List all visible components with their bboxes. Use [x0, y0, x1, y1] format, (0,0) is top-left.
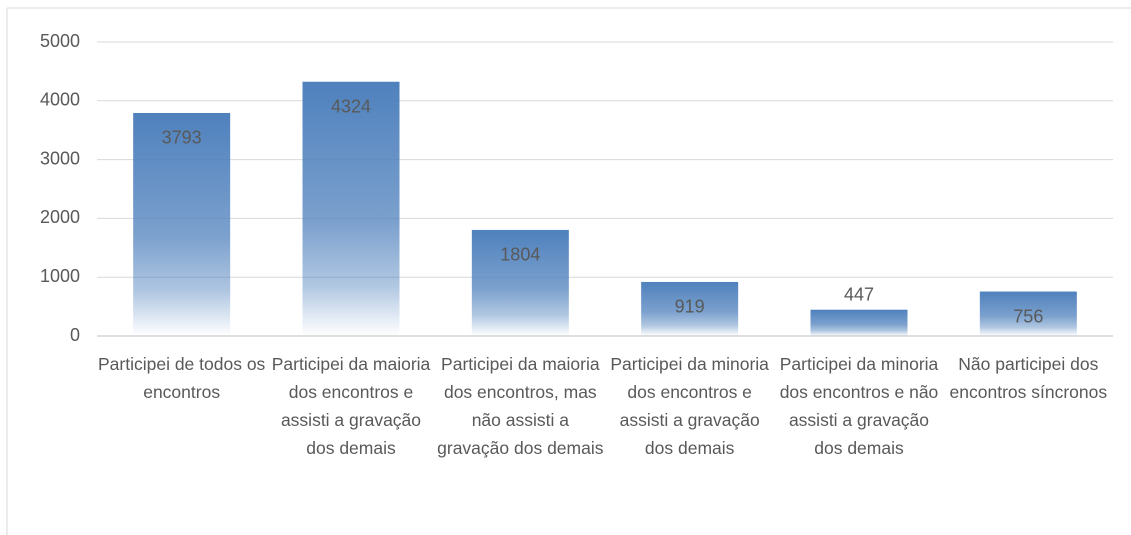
- data-label: 1804: [500, 245, 540, 265]
- bar: [133, 112, 231, 336]
- x-tick-label: Participei de todos os encontros: [97, 354, 266, 402]
- data-label: 4324: [331, 96, 371, 116]
- data-label: 919: [675, 297, 705, 317]
- bar: [302, 81, 400, 336]
- bar: [810, 309, 908, 336]
- bar: [979, 291, 1077, 336]
- data-label: 3793: [162, 128, 202, 148]
- bar: [641, 281, 739, 336]
- x-tick-label: Participei da maioria dos encontros e as…: [271, 354, 431, 458]
- x-tick-label: Participei da maioria dos encontros, mas…: [437, 354, 604, 458]
- y-tick-label: 3000: [40, 148, 80, 168]
- x-tick-label: Participei da minoria dos encontros e nã…: [779, 354, 939, 458]
- data-label: 447: [844, 284, 874, 304]
- y-tick-label: 0: [70, 325, 80, 345]
- y-tick-label: 4000: [40, 90, 80, 110]
- y-tick-label: 5000: [40, 31, 80, 51]
- x-tick-label: Não participei dos encontros síncronos: [949, 354, 1108, 402]
- data-label: 756: [1013, 306, 1043, 326]
- bar: [471, 229, 569, 336]
- y-tick-label: 1000: [40, 266, 80, 286]
- x-tick-label: Participei da minoria dos encontros e as…: [610, 354, 769, 458]
- y-tick-label: 2000: [40, 207, 80, 227]
